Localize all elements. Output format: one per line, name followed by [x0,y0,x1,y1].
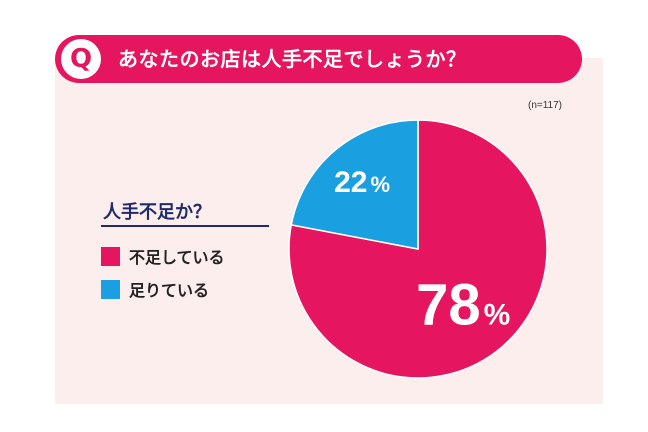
question-banner [55,35,582,83]
legend-label-shortage: 不足している [129,248,225,267]
pie-slice-sufficient [290,119,419,250]
pie-label-shortage: 78% [416,273,510,338]
legend-swatch-shortage [101,246,120,266]
legend-label-sufficient: 足りている [129,281,210,300]
legend-swatch-sufficient [101,279,120,299]
legend-item-sufficient: 足りている [101,279,210,300]
question-badge: Q [61,39,101,79]
legend-divider [101,225,269,227]
sample-size: (n=117) [528,100,563,111]
question-text: あなたのお店は人手不足でしょうか？ [118,47,467,71]
legend-title: 人手不足か？ [103,202,211,223]
pie-label-sufficient: 22% [334,166,390,199]
legend-item-shortage: 不足している [101,246,225,267]
